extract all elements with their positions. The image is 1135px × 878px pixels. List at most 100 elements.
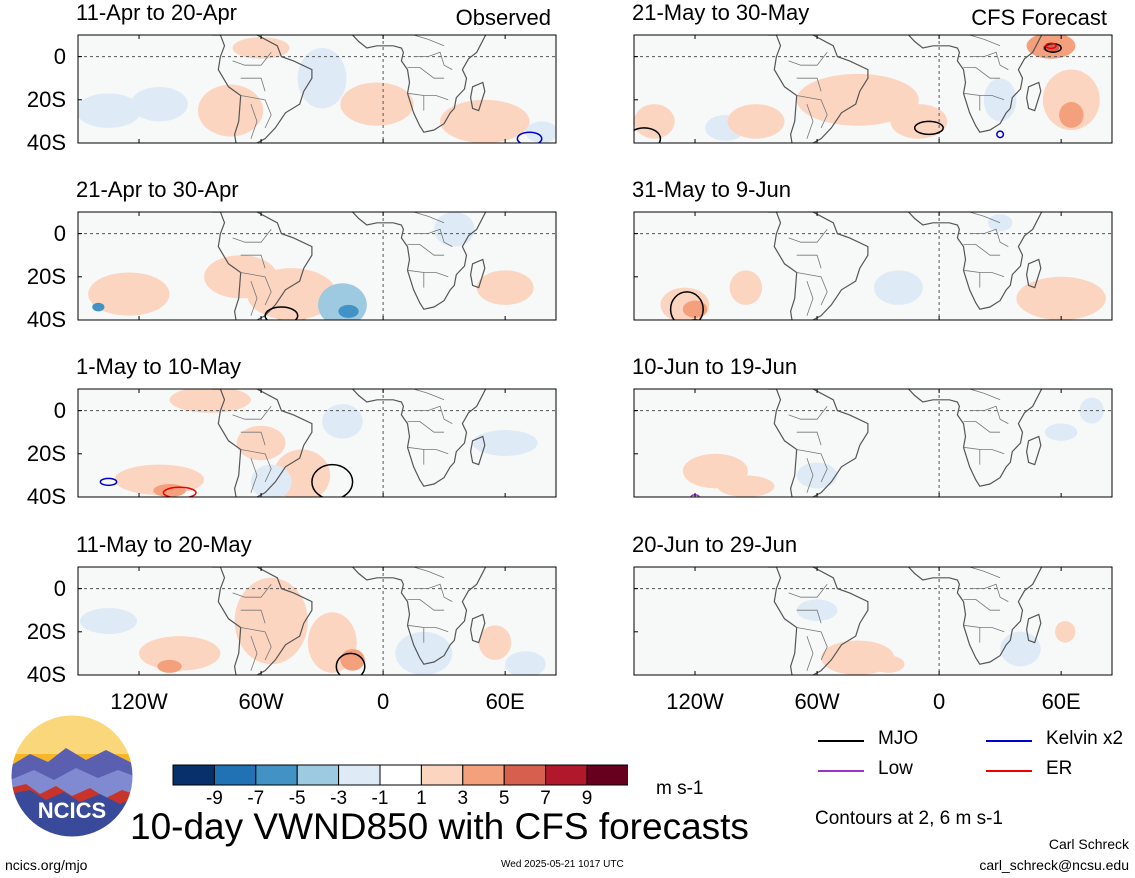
border-line — [413, 405, 453, 424]
legend-label: Kelvin x2 — [1046, 728, 1124, 749]
colorbar-tick-label: 5 — [498, 788, 510, 809]
coastline — [907, 212, 1043, 310]
border-line — [407, 446, 425, 465]
border-line — [796, 254, 822, 269]
border-line — [240, 627, 272, 661]
anomaly-patch — [1042, 69, 1100, 131]
border-line — [372, 567, 445, 579]
colorbar-swatch — [420, 764, 464, 786]
colorbar-swatch — [503, 764, 547, 786]
coastline — [773, 567, 869, 675]
border-line — [250, 457, 258, 493]
anomaly-patch — [80, 608, 137, 634]
legend-swatch — [986, 770, 1032, 772]
y-tick-label: 0 — [53, 575, 66, 601]
panel-title: 1-May to 10-May — [76, 354, 242, 379]
border-line — [788, 406, 828, 420]
anomaly-patch — [153, 484, 186, 497]
border-line — [788, 584, 828, 598]
legend-label: ER — [1046, 758, 1073, 779]
anomaly-patch — [322, 404, 363, 439]
author-name: Carl Schreck — [1048, 836, 1129, 852]
anomaly-patch — [395, 631, 453, 675]
colorbar-swatch — [545, 764, 588, 786]
anomaly-patch — [1055, 621, 1076, 643]
anomaly-patch — [139, 636, 221, 671]
coastline — [217, 567, 313, 675]
anomaly-patch — [1000, 631, 1041, 667]
legend-swatch — [986, 740, 1032, 742]
x-tick-label: 120W — [666, 689, 724, 714]
border-line — [969, 583, 1009, 602]
anomaly-patch — [796, 462, 838, 489]
panel-title: 10-Jun to 19-Jun — [632, 354, 798, 379]
border-line — [979, 272, 1005, 278]
coastline — [217, 389, 313, 497]
coastline — [907, 35, 1043, 133]
author-email[interactable]: carl_schreck@ncsu.edu — [979, 857, 1129, 873]
border-line — [240, 609, 266, 624]
anomaly-patch — [440, 99, 530, 143]
border-line — [372, 389, 445, 401]
border-line — [928, 212, 1001, 224]
border-line — [240, 95, 272, 129]
border-line — [250, 280, 258, 316]
anomaly-patch — [340, 82, 414, 126]
anomaly-patch — [727, 104, 785, 139]
border-line — [240, 449, 272, 483]
anomaly-patch — [874, 270, 923, 305]
x-tick-label: 0 — [932, 689, 946, 714]
map-panel — [77, 34, 557, 144]
coastline — [773, 212, 869, 320]
colorbar-swatch — [586, 764, 628, 786]
contour — [1045, 42, 1057, 50]
anomaly-patch — [433, 212, 475, 247]
border-line — [413, 228, 453, 247]
panel-title: 20-Jun to 29-Jun — [632, 532, 798, 557]
border-line — [413, 583, 453, 602]
map-panel — [633, 566, 1113, 676]
colorbar-tick-label: -1 — [371, 788, 389, 809]
y-tick-label: 0 — [53, 397, 66, 423]
coastline — [1025, 435, 1042, 466]
border-line — [788, 52, 828, 66]
anomaly-patch — [472, 430, 538, 456]
anomaly-patch — [297, 47, 347, 109]
coastline — [469, 435, 486, 466]
colorbar-swatch — [255, 764, 298, 786]
panel-title: 31-May to 9-Jun — [632, 177, 791, 202]
anomaly-patch — [78, 93, 142, 128]
colorbar — [172, 764, 628, 786]
colorbar-tick-label: -7 — [247, 788, 265, 809]
colorbar-tick-label: -5 — [288, 788, 306, 809]
border-line — [796, 449, 828, 483]
y-tick-label: 20S — [26, 86, 66, 112]
anomaly-patch — [682, 300, 708, 318]
ncics-logo: NCICS — [10, 714, 134, 838]
coastline — [1025, 81, 1042, 112]
anomaly-patch — [1044, 423, 1078, 441]
logo-text: NCICS — [38, 798, 106, 823]
colorbar-swatch — [172, 764, 215, 786]
panel-title: 11-May to 20-May — [76, 532, 252, 557]
contour — [99, 477, 118, 487]
contour — [669, 291, 704, 320]
border-line — [240, 254, 266, 269]
border-line — [413, 51, 453, 70]
panel-tag: Observed — [455, 5, 551, 30]
panel-title: 21-May to 30-May — [632, 0, 810, 25]
border-line — [963, 624, 981, 643]
border-line — [407, 244, 445, 256]
anomaly-patch — [634, 104, 675, 139]
coastline — [351, 567, 487, 665]
site-url[interactable]: ncics.org/mjo — [5, 857, 88, 873]
border-line — [928, 567, 1001, 579]
border-line — [963, 599, 1001, 611]
anomaly-patch — [88, 272, 170, 316]
timestamp: Wed 2025-05-21 1017 UTC — [501, 859, 624, 870]
coastline — [469, 613, 486, 644]
anomaly-patch — [871, 655, 905, 673]
map-panel — [633, 388, 1113, 498]
coastline — [351, 212, 487, 310]
anomaly-patch — [1016, 276, 1106, 320]
